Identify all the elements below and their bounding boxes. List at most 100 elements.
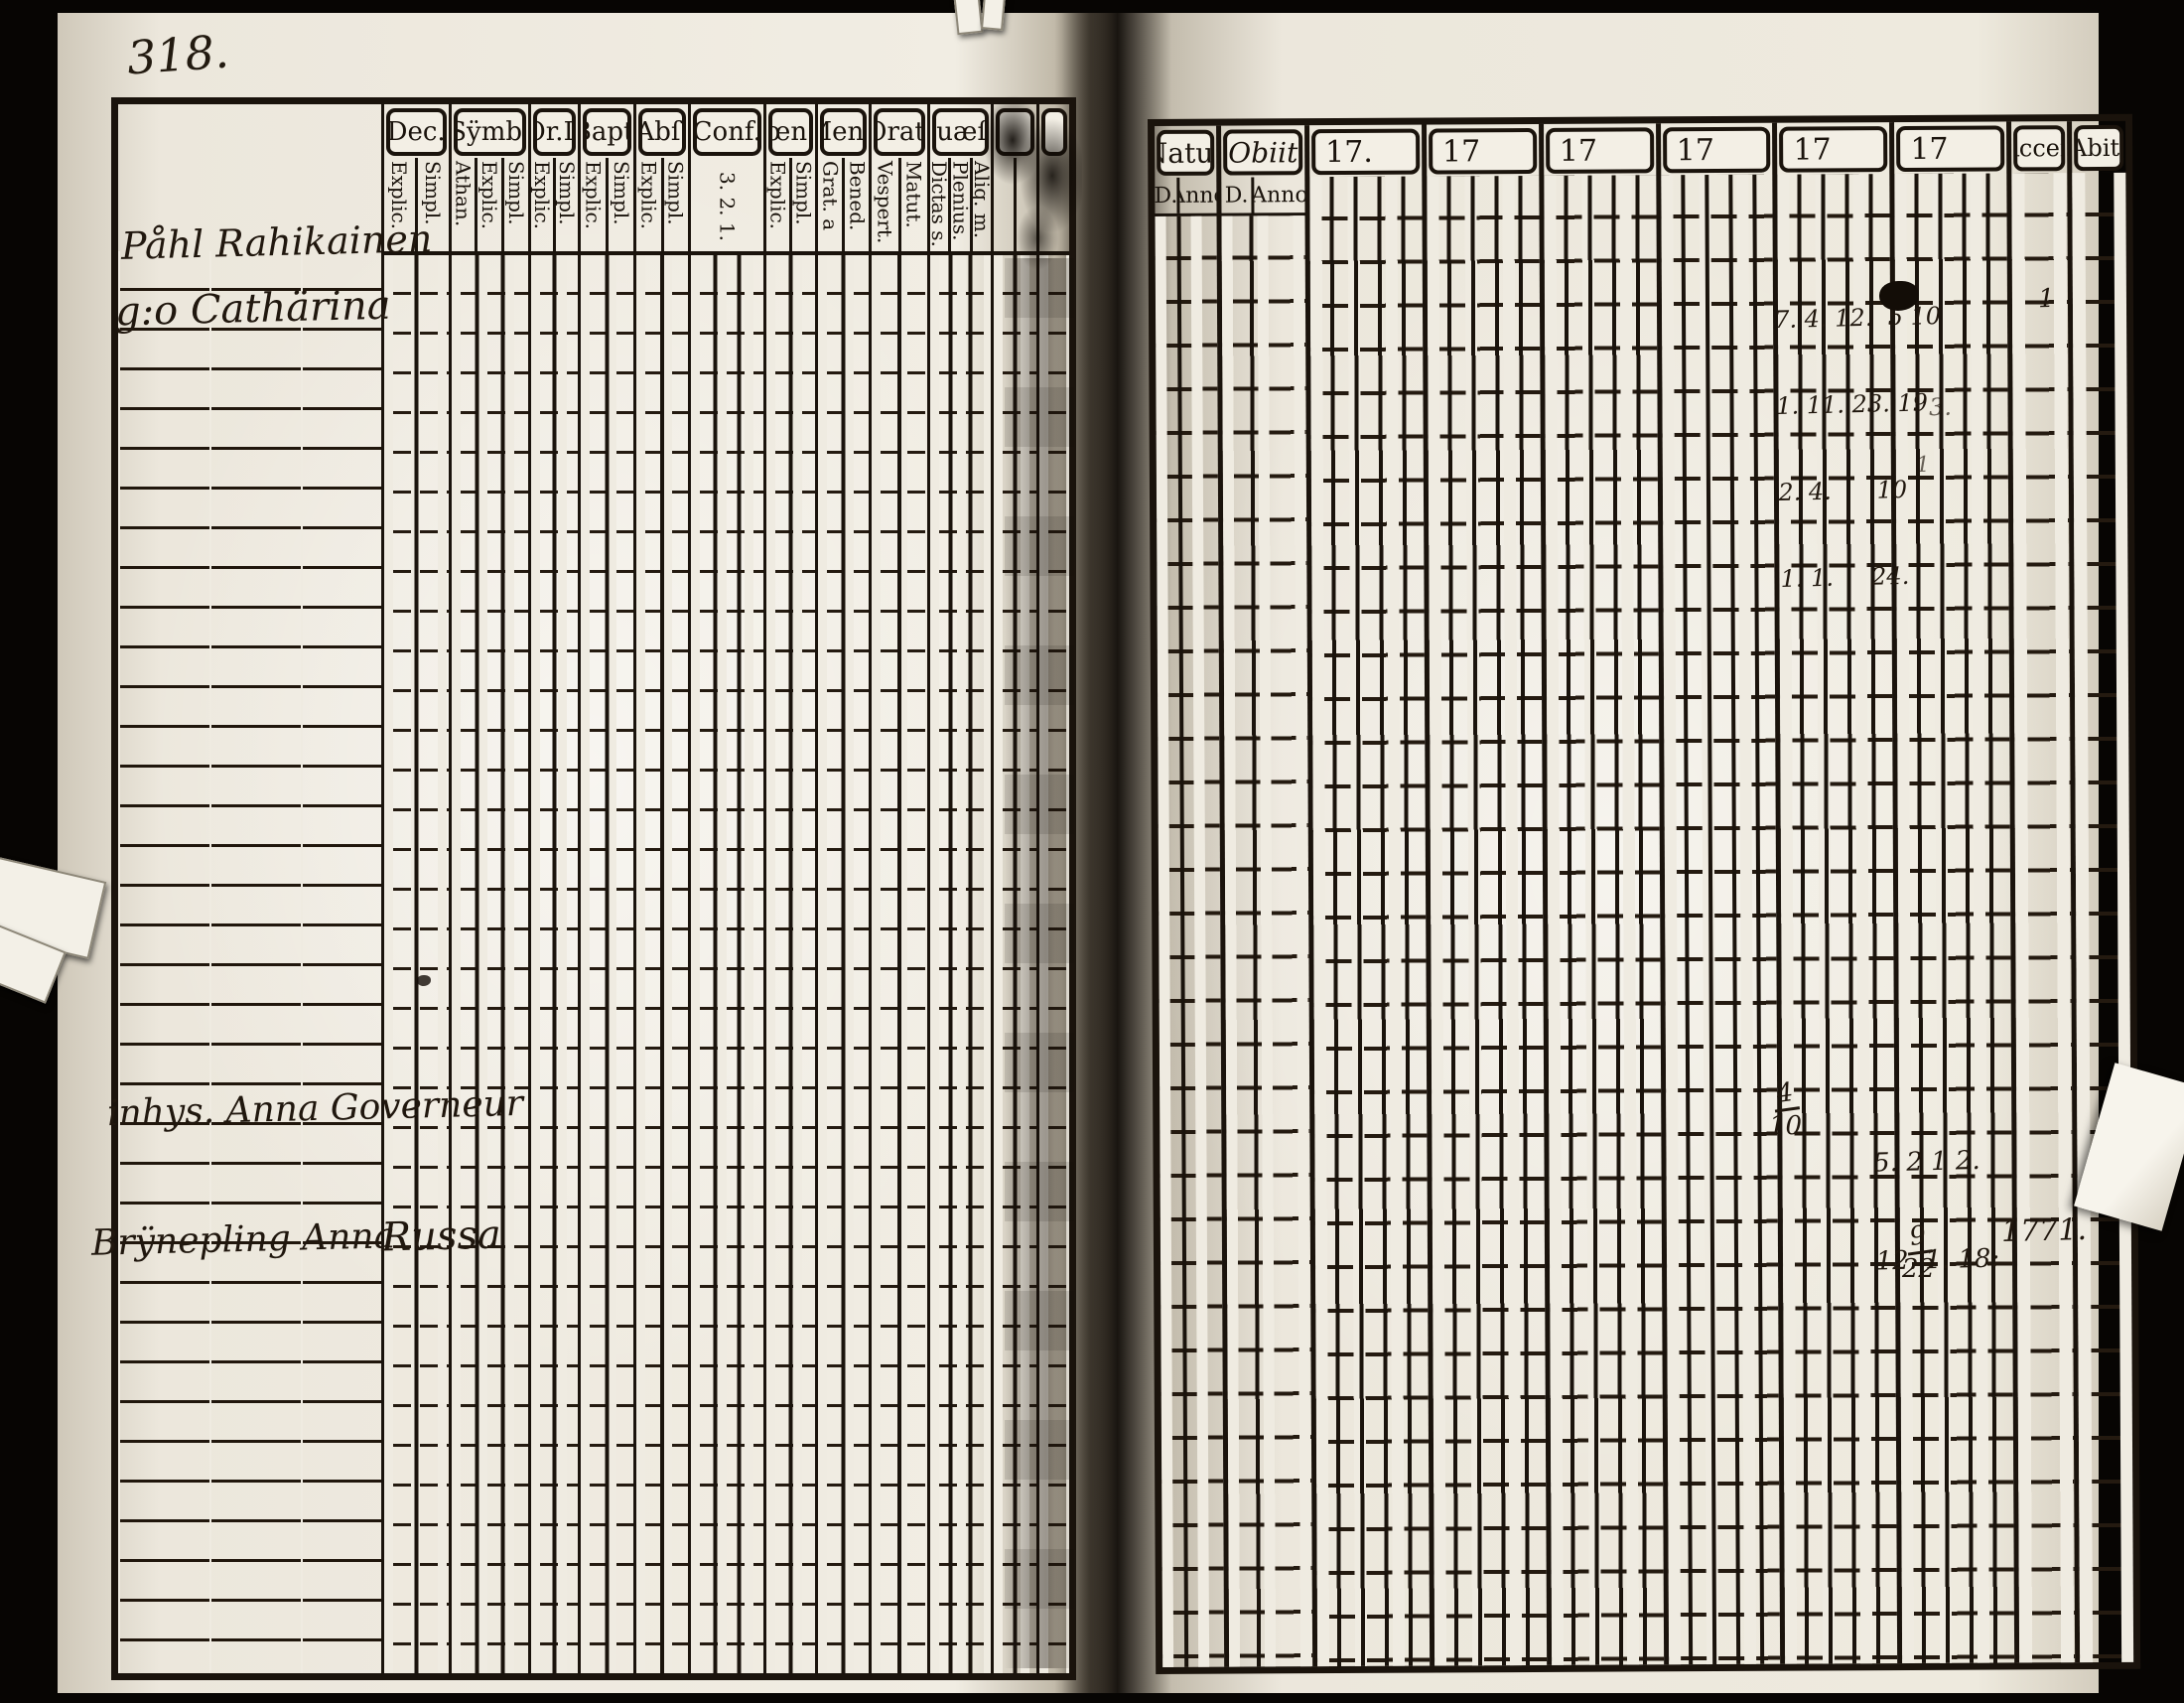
subhead: Vespert. <box>873 161 897 244</box>
column-abit-label: Abit. <box>2073 124 2124 172</box>
column-year-4: 17 <box>1655 122 1781 1665</box>
column-acces: Acceſ. <box>2006 121 2075 1663</box>
subhead: Explic. <box>765 161 789 230</box>
column-symb-subheads: Athan. Explic. Simpl. <box>451 158 528 255</box>
annotation-dates: 5. 2 1 2. 12. 1. 18: <box>1871 1079 2000 1312</box>
column-coend-label: Cœn.D <box>767 108 814 156</box>
column-year-3-label: 17 <box>1545 127 1654 174</box>
column-orat-body <box>872 255 927 1673</box>
column-abs-subheads: Explic. Simpl. <box>636 158 688 255</box>
subhead: Simpl. <box>660 158 688 251</box>
fraction-numerator: 4 <box>1771 1077 1800 1113</box>
annotation-mark: 1 <box>2037 283 2055 315</box>
right-page-table: Natus D. Anno Obiit D. Anno 17. 17 17 17… <box>1148 113 2141 1674</box>
column-smudged-b-body <box>1039 255 1070 1673</box>
column-obiit-label: Obiit <box>1223 129 1303 176</box>
subhead-anno: Anno <box>1176 177 1217 213</box>
column-year-2-label: 17 <box>1428 127 1537 175</box>
subhead: Grat. a <box>818 161 843 231</box>
column-smudged-a <box>990 104 1037 1673</box>
fraction-numerator: 9 <box>1904 1220 1933 1256</box>
column-coend-body <box>765 255 816 1673</box>
column-mens-label: Menſ. <box>820 108 868 156</box>
column-year-5-label: 17 <box>1779 126 1888 173</box>
column-quaest-label: Quæſt. <box>931 108 989 156</box>
column-natus-body <box>1155 215 1225 1667</box>
annotation-year: 1771. <box>2000 1211 2088 1250</box>
column-mens: Menſ. Grat. a Bened. <box>815 104 870 1673</box>
subhead-d: D. <box>1224 182 1249 209</box>
column-abs-body <box>636 255 688 1673</box>
column-year-6-label: 17 <box>1896 125 2005 173</box>
column-conf-subheads: 3. 2. 1. <box>690 158 763 255</box>
column-mens-subheads: Grat. a Bened. <box>818 158 870 255</box>
subhead: Matut. <box>897 158 927 251</box>
column-smudged-a-label <box>995 108 1035 156</box>
subhead <box>1039 158 1069 251</box>
subhead: Athan. <box>451 161 476 227</box>
column-year-3: 17 <box>1538 123 1664 1665</box>
fraction-denominator: 22 <box>1902 1254 1936 1284</box>
column-obiit: Obiit D. Anno <box>1216 125 1313 1667</box>
column-obiit-subheads: D. Anno <box>1221 177 1305 216</box>
subhead: Explic. <box>387 161 412 230</box>
fraction-denominator: 10 <box>1769 1111 1803 1141</box>
subhead-d: D. <box>1155 183 1177 209</box>
column-smudged-b-label <box>1041 108 1068 156</box>
entry-name-last-surname: Russa <box>380 1211 502 1261</box>
subhead <box>1014 158 1036 251</box>
column-coend: Cœn.D Explic. Simpl. <box>762 104 816 1673</box>
column-abit: Abit. <box>2066 120 2134 1663</box>
annotation-mark: 3. <box>1928 392 1953 422</box>
annotation-date-line: 1. 1. 24. <box>1780 561 1910 594</box>
column-obiit-body <box>1221 215 1313 1667</box>
subhead: Explic. <box>530 161 553 230</box>
column-dec: Dec. Explic. Simpl. <box>380 104 449 1673</box>
annotation-date-line: 2. 4. 10 <box>1778 475 1908 507</box>
column-year-4-label: 17 <box>1662 126 1771 174</box>
annotation-mark: 1 <box>1915 452 1931 479</box>
column-smudged-a-subheads <box>993 158 1037 255</box>
column-acces-label: Acceſ. <box>2013 125 2065 172</box>
annotation-date-line: 12. 1. 18: <box>1875 1243 2000 1277</box>
annotation-date-grid: 7. 4. 12. 5 10 1. 11. 23. 19 2. 4. 10 1.… <box>1772 244 1948 623</box>
subhead: 3. 2. 1. <box>715 171 740 241</box>
column-bapt-label: Bapt. <box>583 108 632 156</box>
column-ord-body <box>530 255 579 1673</box>
column-acces-body <box>2011 173 2075 1663</box>
subhead <box>994 158 1014 251</box>
column-year-3-body <box>1543 175 1664 1665</box>
column-dec-subheads: Explic. Simpl. <box>383 158 449 255</box>
column-orat: Orat. Vespert. Matut. <box>869 104 927 1673</box>
left-page-table: Dec. Explic. Simpl. Sÿmb. Athan. Explic.… <box>111 97 1076 1680</box>
column-ord: Or.D Explic. Simpl. <box>527 104 579 1673</box>
subhead: Plenius. <box>948 158 970 251</box>
paper-slip-top <box>952 0 984 36</box>
subhead: Simpl. <box>552 158 578 251</box>
column-conf: Conf. 3. 2. 1. <box>687 104 763 1673</box>
column-year-1-body <box>1309 176 1430 1667</box>
column-quaest-body <box>929 255 991 1673</box>
column-abit-body <box>2071 172 2134 1663</box>
annotation-date-fraction: 4 10 <box>1769 1077 1803 1141</box>
ink-blot <box>1879 281 1919 311</box>
subhead: Dictas s. <box>929 161 949 247</box>
column-quaest: Quæſt. Dictas s. Plenius. Aliq. m. <box>926 104 991 1673</box>
column-natus-subheads: D. Anno <box>1155 177 1217 216</box>
subhead: Simpl. <box>501 158 528 251</box>
column-year-4-body <box>1660 174 1781 1665</box>
name-column <box>118 104 381 1673</box>
entry-name-row2: g:o Cathärina <box>114 282 392 336</box>
ink-spot <box>417 975 431 986</box>
annotation-date-line: 1. 11. 23. 19 <box>1775 388 1929 421</box>
column-quaest-subheads: Dictas s. Plenius. Aliq. m. <box>929 158 991 255</box>
subhead: Bened. <box>842 158 869 251</box>
column-mens-body <box>818 255 870 1673</box>
column-ord-subheads: Explic. Simpl. <box>530 158 578 255</box>
subhead: Aliq. m. <box>969 158 991 251</box>
column-bapt: Bapt. Explic. Simpl. <box>578 104 634 1673</box>
column-conf-label: Conf. <box>692 108 761 156</box>
annotation-date-line: 7. 4. 12. 5 10 <box>1773 301 1942 335</box>
column-symb: Sÿmb. Athan. Explic. Simpl. <box>448 104 528 1673</box>
column-year-1-label: 17. <box>1310 128 1421 176</box>
